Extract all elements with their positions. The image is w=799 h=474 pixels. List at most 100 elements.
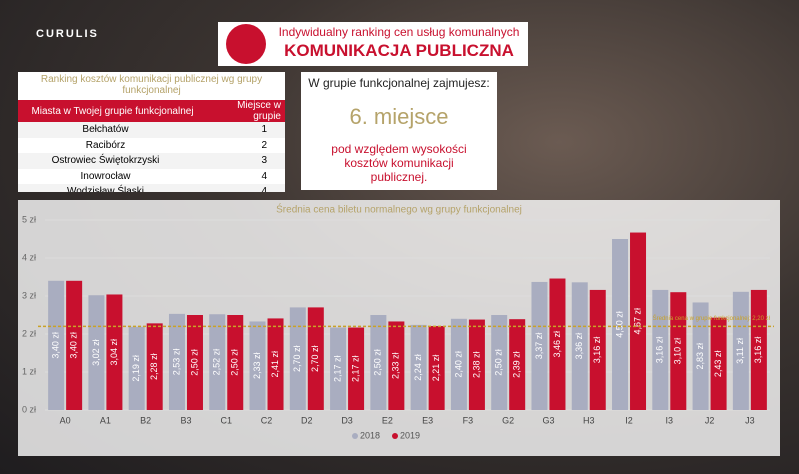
rank-card: W grupie funkcjonalnej zajmujesz: 6. mie… [301, 72, 497, 190]
legend-marker [352, 433, 358, 439]
bar [410, 324, 427, 410]
x-tick-label: C2 [261, 415, 273, 425]
chart-title: Średnia cena biletu normalnego wg grupy … [276, 203, 522, 216]
value-label: 2,50 zł [494, 349, 504, 376]
value-label: 3,11 zł [735, 338, 745, 364]
bar [509, 319, 526, 410]
x-tick-label: G2 [502, 415, 514, 425]
bar [168, 313, 185, 410]
x-tick-label: A1 [100, 415, 111, 425]
value-label: 2,17 zł [350, 356, 360, 383]
x-tick-label: D2 [301, 415, 313, 425]
bar [66, 280, 83, 410]
bar [370, 315, 387, 410]
city: Ostrowiec Świętokrzyski [51, 155, 160, 167]
bar [612, 239, 629, 410]
city: Bełchatów [82, 124, 129, 136]
x-tick-label: B2 [140, 415, 151, 425]
value-label: 2,33 zł [391, 352, 401, 379]
value-label: 4,50 zł [614, 311, 624, 338]
bar [330, 327, 347, 410]
value-label: 2,53 zł [171, 349, 181, 376]
rank: 2 [261, 139, 267, 151]
average-label: Średnia cena w grupie funkcjonalnej: 2,2… [653, 314, 771, 322]
value-label: 2,40 zł [453, 351, 463, 378]
legend-marker [392, 433, 398, 439]
value-label: 2,24 zł [413, 354, 423, 381]
value-label: 3,40 zł [51, 332, 61, 359]
bar [630, 232, 647, 410]
value-label: 2,50 zł [189, 349, 199, 376]
value-label: 2,19 zł [131, 355, 141, 382]
table-row: Wodzisław Śląski 4 [18, 184, 285, 192]
logo: CURULIS [36, 28, 99, 40]
rank: 4 [261, 170, 267, 182]
bar [48, 280, 65, 410]
table-row: Ostrowiec Świętokrzyski 3 [18, 153, 285, 169]
bus-icon [226, 24, 266, 64]
x-tick-label: E2 [382, 415, 393, 425]
bar [348, 327, 365, 410]
value-label: 2,70 zł [310, 345, 320, 372]
table-body: Bełchatów 1 Racibórz 2 Ostrowiec Świętokrzys… [18, 122, 285, 192]
x-tick-label: I3 [666, 415, 674, 425]
y-tick-label: 0 zł [22, 404, 36, 414]
value-label: 3,04 zł [109, 339, 119, 366]
rank: 1 [261, 124, 267, 136]
legend-label: 2018 [360, 430, 380, 440]
bar [88, 295, 105, 410]
table-row: Inowrocław 4 [18, 169, 285, 185]
value-label: 3,16 zł [655, 337, 665, 364]
x-tick-label: J2 [705, 415, 715, 425]
card-intro: W grupie funkcjonalnej zajmujesz: [308, 76, 490, 90]
y-tick-label: 4 zł [22, 252, 36, 262]
value-label: 3,16 zł [592, 337, 602, 364]
bar [732, 291, 749, 410]
bar [267, 318, 284, 410]
x-tick-label: I2 [625, 415, 633, 425]
value-label: 2,83 zł [695, 343, 705, 370]
rank: 4 [261, 186, 267, 192]
value-label: 2,41 zł [270, 351, 280, 378]
card-rank: 6. miejsce [349, 104, 449, 129]
x-tick-label: H3 [583, 415, 595, 425]
value-label: 2,50 zł [230, 349, 240, 376]
value-label: 2,50 zł [373, 349, 383, 376]
value-label: 2,17 zł [332, 356, 342, 383]
bar [450, 318, 467, 410]
x-tick-label: G3 [542, 415, 554, 425]
bar [710, 317, 727, 410]
bar [468, 319, 485, 410]
bar [388, 321, 405, 410]
value-label: 2,33 zł [252, 352, 262, 379]
column-header[interactable]: Miejsce w grupie [237, 100, 281, 122]
city: Racibórz [85, 139, 126, 151]
bar [209, 314, 226, 410]
city: Wodzisław Śląski [66, 186, 145, 192]
bar [106, 294, 123, 410]
bar [491, 315, 508, 410]
city: Inowrocław [80, 170, 131, 182]
bar [128, 326, 145, 410]
x-tick-label: J3 [745, 415, 755, 425]
y-tick-label: 2 zł [22, 328, 36, 338]
value-label: 3,16 zł [753, 337, 763, 364]
rank: 3 [261, 155, 267, 167]
bar [571, 282, 588, 410]
bar [692, 302, 709, 410]
header: Indywidualny ranking cen usług komunalny… [218, 22, 528, 66]
x-tick-label: B3 [180, 415, 191, 425]
y-tick-label: 3 zł [22, 290, 36, 300]
table-title: Ranking kosztów komunikacji publicznej w… [40, 74, 263, 96]
y-tick-label: 1 zł [22, 366, 36, 376]
table-row: Racibórz 2 [18, 138, 285, 154]
x-tick-label: E3 [422, 415, 433, 425]
bar [186, 315, 203, 410]
value-label: 2,70 zł [292, 345, 302, 372]
x-tick-label: A0 [60, 415, 71, 425]
value-label: 2,21 zł [431, 355, 441, 382]
bar [549, 278, 566, 410]
bar [652, 289, 669, 410]
card-note: pod względem wysokości kosztów komunikac… [331, 142, 467, 184]
bar [589, 289, 606, 410]
